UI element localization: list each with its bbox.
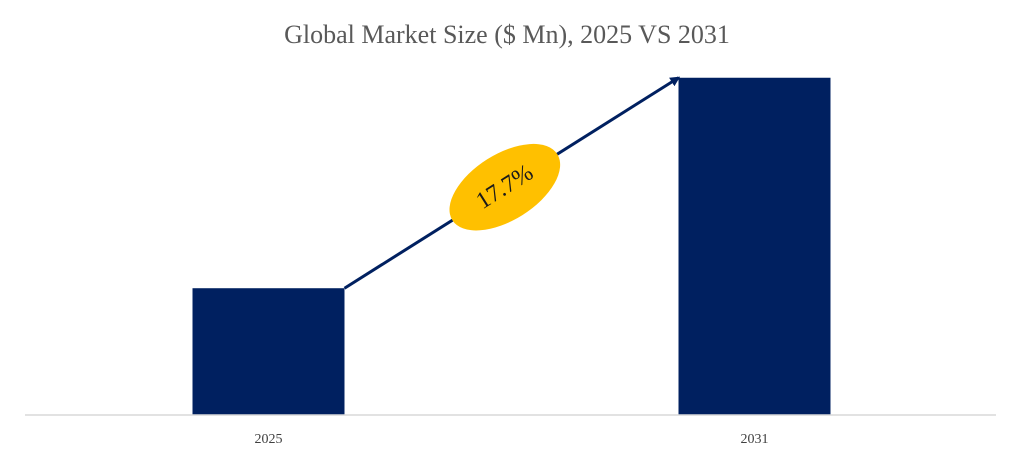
cagr-ellipse: [449, 143, 561, 231]
chart-title: Global Market Size ($ Mn), 2025 VS 2031: [284, 20, 730, 49]
bar-2025: [192, 288, 345, 415]
bar-2031: [678, 77, 831, 415]
bars-layer: [192, 77, 831, 415]
x-tick-labels: 2025 2031: [255, 432, 769, 447]
x-tick-2025: 2025: [255, 432, 283, 447]
x-tick-2031: 2031: [741, 432, 769, 447]
cagr-badge: 17.7%: [449, 143, 561, 231]
